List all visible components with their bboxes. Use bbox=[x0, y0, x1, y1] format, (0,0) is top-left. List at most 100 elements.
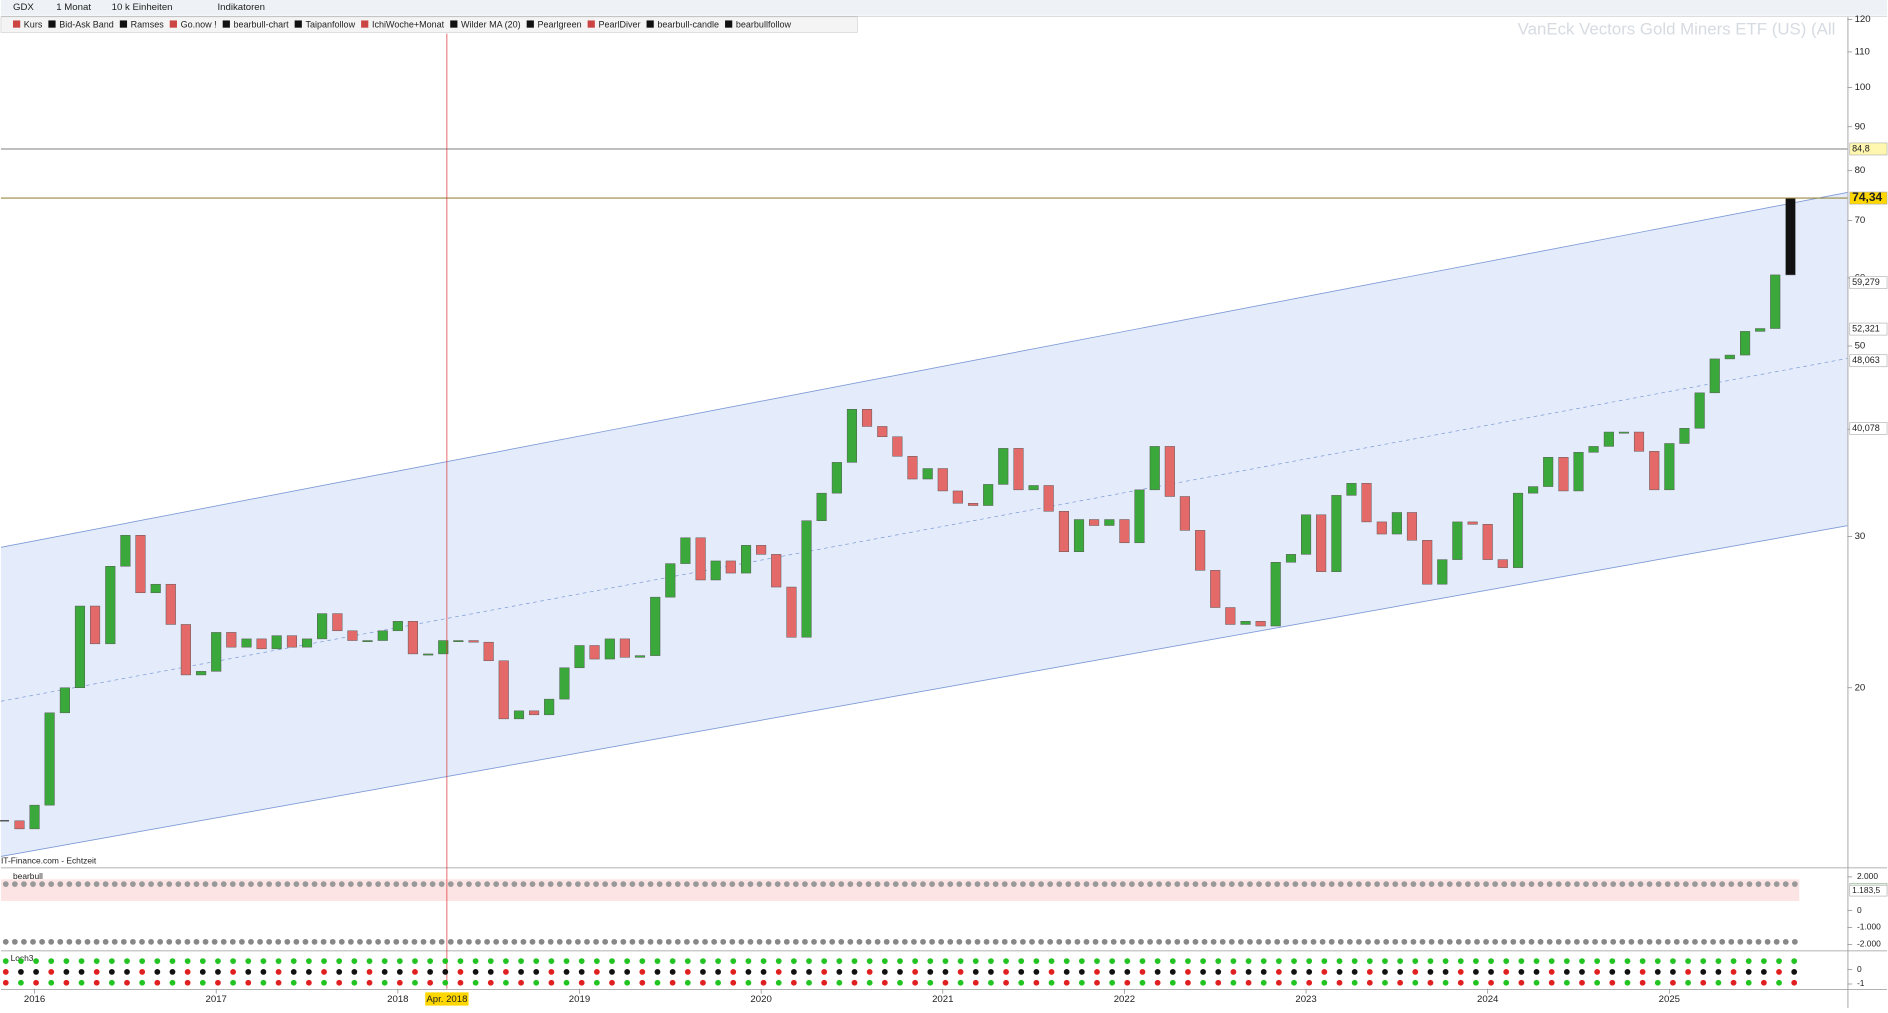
signal-dot bbox=[472, 958, 479, 964]
signal-dot bbox=[1465, 938, 1471, 945]
signal-dot bbox=[920, 881, 926, 887]
signal-dot bbox=[412, 969, 418, 975]
legend-item[interactable]: IchiWoche+Monat bbox=[372, 20, 445, 30]
panel-label: bearbull bbox=[13, 871, 43, 881]
legend-item[interactable]: Go.now ! bbox=[181, 20, 217, 30]
signal-dot bbox=[881, 979, 888, 986]
signal-dot bbox=[1583, 938, 1589, 945]
legend-swatch[interactable] bbox=[169, 20, 177, 28]
signal-dot bbox=[1321, 979, 1328, 986]
signal-dot bbox=[11, 938, 18, 945]
candle-body bbox=[286, 635, 297, 648]
legend-swatch[interactable] bbox=[450, 20, 458, 28]
legend-item[interactable]: bearbull-chart bbox=[234, 20, 290, 30]
signal-dot bbox=[384, 881, 391, 887]
legend-swatch[interactable] bbox=[12, 20, 21, 28]
signal-dot bbox=[1782, 881, 1789, 887]
signal-dot bbox=[1397, 979, 1404, 986]
signal-dot bbox=[93, 969, 100, 975]
candle-body bbox=[438, 640, 449, 655]
signal-dot bbox=[575, 938, 581, 945]
signal-dot bbox=[1018, 969, 1025, 975]
signal-dot bbox=[1228, 938, 1235, 945]
candle-body bbox=[650, 596, 661, 656]
signal-dot bbox=[1291, 958, 1297, 964]
signal-dot bbox=[1776, 979, 1782, 986]
signal-dot bbox=[321, 979, 327, 986]
legend-swatch[interactable] bbox=[646, 20, 654, 28]
signal-dot bbox=[1283, 938, 1290, 945]
legend-swatch[interactable] bbox=[222, 20, 230, 28]
signal-dot bbox=[84, 881, 91, 887]
legend-item[interactable]: Pearlgreen bbox=[537, 20, 581, 30]
signal-dot bbox=[702, 938, 708, 945]
signal-dot bbox=[1215, 958, 1222, 964]
signal-dot bbox=[1185, 979, 1191, 986]
signal-dot bbox=[1083, 938, 1090, 945]
signal-dot bbox=[57, 881, 64, 887]
signal-dot bbox=[1165, 881, 1172, 887]
signal-dot bbox=[493, 938, 500, 945]
legend-item[interactable]: PearlDiver bbox=[598, 20, 640, 30]
signal-dot bbox=[684, 979, 691, 986]
signal-dot bbox=[629, 938, 636, 945]
signal-dot bbox=[684, 938, 690, 945]
signal-dot bbox=[1119, 938, 1126, 945]
signal-dot bbox=[811, 938, 817, 945]
signal-dot bbox=[1760, 958, 1767, 964]
signal-dot bbox=[1412, 979, 1419, 986]
legend-swatch[interactable] bbox=[361, 20, 369, 28]
legend-swatch[interactable] bbox=[725, 20, 733, 28]
legend-item[interactable]: Taipanfollow bbox=[305, 20, 355, 30]
signal-dot bbox=[820, 938, 826, 945]
signal-dot bbox=[1574, 938, 1580, 945]
period-button[interactable]: 1 Monat bbox=[56, 2, 91, 13]
indicators-button[interactable]: Indikatoren bbox=[217, 2, 265, 13]
legend-item[interactable]: Ramses bbox=[131, 20, 165, 30]
legend-swatch[interactable] bbox=[48, 20, 56, 28]
candle-body bbox=[544, 698, 555, 716]
candle-body bbox=[1058, 511, 1069, 552]
crosshair-label: Apr. 2018 bbox=[426, 994, 467, 1005]
signal-dot bbox=[1356, 881, 1362, 887]
legend-item[interactable]: bearbull-candle bbox=[657, 20, 719, 30]
legend-swatch[interactable] bbox=[119, 20, 128, 28]
signal-dot bbox=[396, 979, 403, 986]
price-label: 74,34 bbox=[1852, 190, 1882, 204]
signal-dot bbox=[427, 958, 434, 964]
legend-item[interactable]: Kurs bbox=[24, 20, 43, 30]
signal-dot bbox=[93, 958, 100, 964]
legend-item[interactable]: Wilder MA (20) bbox=[461, 20, 521, 30]
signal-dot bbox=[1260, 969, 1267, 975]
legend-swatch[interactable] bbox=[587, 20, 595, 28]
units-button[interactable]: 10 k Einheiten bbox=[112, 2, 173, 13]
signal-dot bbox=[892, 881, 899, 887]
legend-swatch[interactable] bbox=[294, 20, 302, 28]
signal-dot bbox=[336, 958, 343, 964]
signal-dot bbox=[215, 979, 221, 986]
signal-dot bbox=[1119, 881, 1126, 887]
candle-body bbox=[559, 667, 570, 700]
signal-dot bbox=[124, 979, 130, 986]
signal-dot bbox=[260, 969, 267, 975]
signal-dot bbox=[1412, 958, 1419, 964]
signal-dot bbox=[602, 881, 609, 887]
signal-dot bbox=[48, 881, 55, 887]
signal-dot bbox=[493, 881, 500, 887]
legend-swatch[interactable] bbox=[526, 20, 534, 28]
signal-dot bbox=[1265, 938, 1271, 945]
signal-dot bbox=[1336, 979, 1343, 986]
signal-dot bbox=[851, 958, 858, 964]
signal-dot bbox=[1110, 938, 1117, 945]
symbol-button[interactable]: GDX bbox=[13, 2, 34, 13]
candle-body bbox=[968, 503, 979, 506]
legend-item[interactable]: Bid-Ask Band bbox=[59, 20, 114, 30]
y-tick-label: 100 bbox=[1855, 82, 1871, 93]
signal-dot bbox=[396, 958, 403, 964]
candle-body bbox=[1225, 607, 1236, 625]
signal-dot bbox=[1546, 938, 1553, 945]
legend-item[interactable]: bearbullfollow bbox=[736, 20, 792, 30]
signal-dot bbox=[1503, 979, 1510, 986]
signal-dot bbox=[1670, 979, 1676, 986]
signal-dot bbox=[1291, 979, 1297, 986]
